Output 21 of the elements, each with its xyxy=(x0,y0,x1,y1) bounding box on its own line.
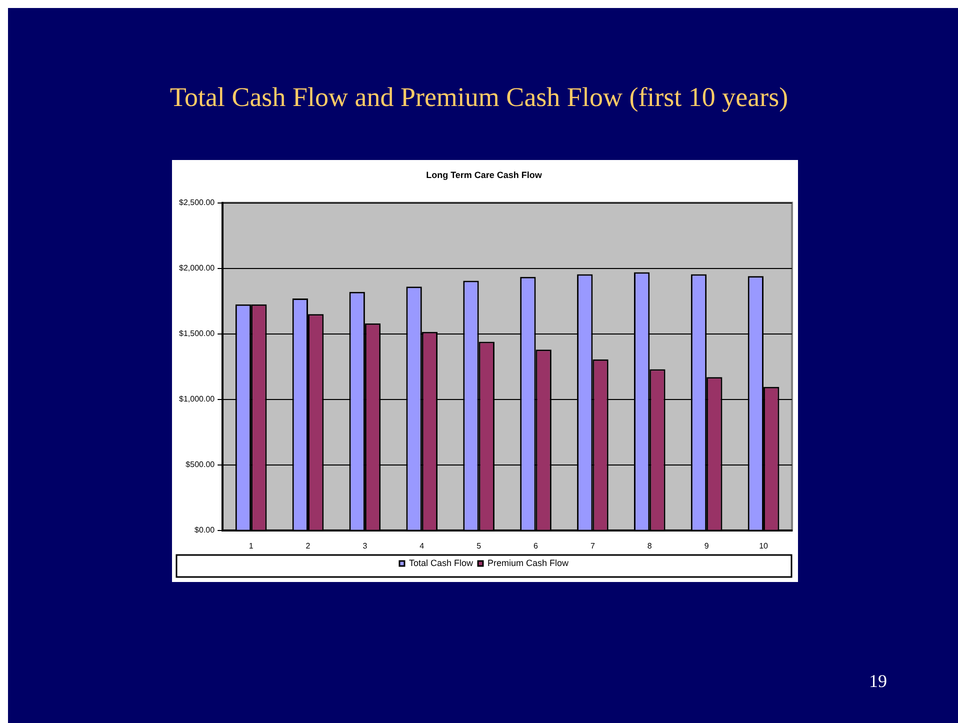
x-tick-label: 8 xyxy=(647,541,652,550)
x-tick-label: 1 xyxy=(248,541,254,550)
text: 19 xyxy=(868,671,888,692)
x-tick-label: 2 xyxy=(306,541,311,550)
legend-label: Premium Cash Flow xyxy=(488,558,570,568)
chart-title: Total Cash Flow and Premium Cash Flow (first 10 years) xyxy=(168,82,790,113)
chart-subtitle: Long Term Care Cash Flow xyxy=(426,170,543,180)
y-tick-label: $500.00 xyxy=(186,460,216,470)
x-tick-label: 9 xyxy=(704,541,710,550)
legend-label: Total Cash Flow xyxy=(408,558,474,568)
x-tick-label: 10 xyxy=(759,541,769,550)
y-tick-label: $2,000.00 xyxy=(178,264,216,273)
y-tick-label: $0.00 xyxy=(194,526,216,535)
x-tick-label: 4 xyxy=(420,541,425,550)
x-tick-label: 7 xyxy=(590,541,596,550)
x-tick-label: 5 xyxy=(476,541,482,550)
y-tick-label: $1,000.00 xyxy=(178,394,216,404)
y-tick-label: $2,500.00 xyxy=(178,198,216,208)
x-tick-label: 6 xyxy=(534,541,539,550)
x-tick-label: 3 xyxy=(362,541,368,550)
y-tick-label: $1,500.00 xyxy=(178,329,216,338)
